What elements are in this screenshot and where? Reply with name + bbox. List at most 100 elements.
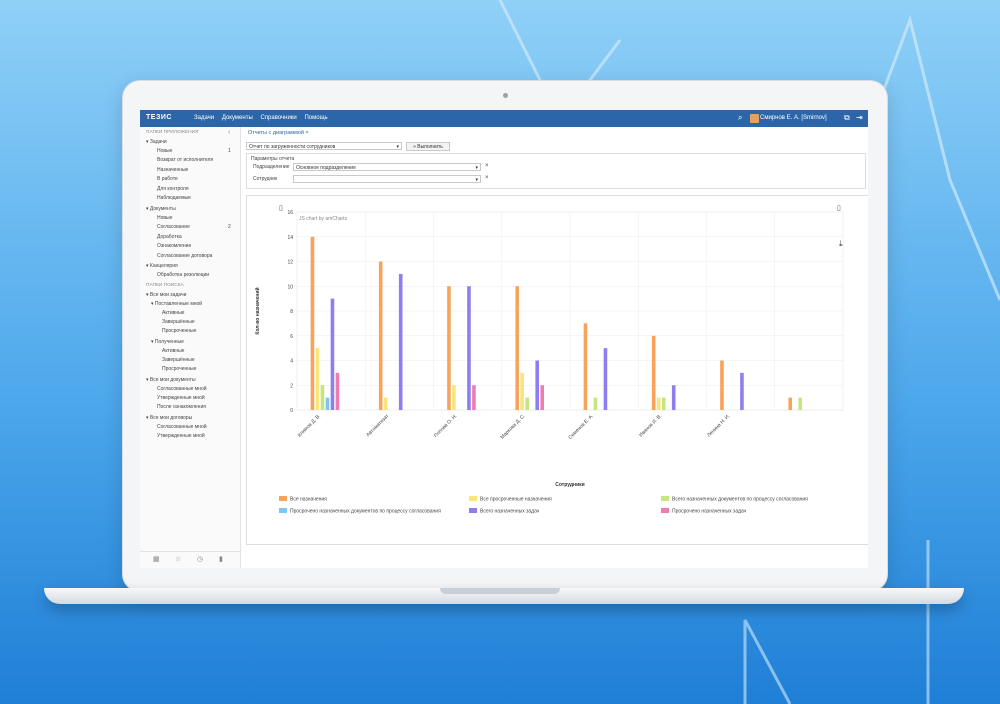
bar-4-2 <box>593 397 598 410</box>
recv-item-active[interactable]: Активные <box>162 348 185 354</box>
chevron-down-icon: ▾ <box>475 165 478 171</box>
legend-label-0: Все назначения <box>290 497 327 503</box>
task-item-0[interactable]: Новые <box>157 148 173 154</box>
legend-label-5: Просрочено назначенных задач <box>672 509 747 515</box>
folder-tasks[interactable]: ▾ Задачи <box>146 139 167 145</box>
doc-item-0[interactable]: Новые <box>157 215 173 221</box>
bar-3-5 <box>540 385 544 410</box>
bar-3-0 <box>515 286 519 410</box>
y-tick-label-1: 2 <box>290 383 293 389</box>
chart-credit: JS chart by amCharts <box>299 216 348 222</box>
section-app-folders: ПАПКИ ПРИЛОЖЕНИЯ <box>146 130 199 135</box>
menu-item-tasks[interactable]: Задачи <box>194 115 215 121</box>
emp-clear-icon[interactable]: × <box>485 175 489 181</box>
x-tick-label-0: Климов Д. В. <box>297 413 322 438</box>
doc-item-1[interactable]: Согласование <box>157 224 190 231</box>
bar-3-1 <box>520 372 524 410</box>
bar-0-0 <box>310 236 315 410</box>
bar-0-5 <box>335 372 340 410</box>
legend-swatch-0 <box>279 496 287 501</box>
bar-3-4 <box>535 360 539 410</box>
user-name[interactable]: Смирнов Е. А. [Smirnov] <box>760 115 827 121</box>
task-item-5[interactable]: Наблюдаемые <box>157 195 191 201</box>
doc-item-4[interactable]: Согласование договора <box>157 252 213 259</box>
calendar-icon[interactable]: ▦ <box>153 556 160 563</box>
docs-item-confirmed[interactable]: Утвержденные мной <box>157 395 205 401</box>
doc-item-3[interactable]: Ознакомление <box>157 243 192 250</box>
task-item-4[interactable]: Для контроля <box>157 185 189 192</box>
task-item-1[interactable]: Возврат от исполнителя <box>157 157 214 164</box>
run-button[interactable]: » Выполнить <box>406 142 450 151</box>
folder-received[interactable]: ▾ Полученные <box>151 339 184 345</box>
tab-close-icon[interactable]: × <box>305 130 309 136</box>
doc-item-2[interactable]: Доработка <box>157 233 182 240</box>
bar-7-0 <box>788 397 792 410</box>
bar-0-4 <box>330 298 335 410</box>
chart-icon[interactable]: ▮ <box>219 556 223 563</box>
main-panel: Отчеты с диаграммой × Отчет по загруженн… <box>240 127 868 568</box>
chevron-down-icon: ▾ <box>475 177 478 183</box>
recv-item-completed[interactable]: Завершённые <box>162 357 195 363</box>
menu-item-documents[interactable]: Документы <box>221 115 253 121</box>
y-tick-label-7: 14 <box>287 235 293 241</box>
y-axis-label: Кол-во назначений <box>254 287 261 334</box>
dept-clear-icon[interactable]: × <box>485 163 489 169</box>
bar-1-1 <box>383 397 388 410</box>
docs-item-approved[interactable]: Согласованные мной <box>157 386 207 392</box>
history-icon[interactable]: ◷ <box>197 556 204 563</box>
folder-all-tasks[interactable]: ▾ Все мои задачи <box>146 292 187 298</box>
office-item-resolution[interactable]: Обработка резолюции <box>157 272 210 278</box>
set-item-active[interactable]: Активные <box>162 310 185 316</box>
report-select[interactable]: Отчет по загруженности сотрудников ▾ <box>246 142 402 150</box>
folder-documents[interactable]: ▾ Документы <box>146 206 176 212</box>
logout-icon[interactable]: ⇥ <box>856 113 863 122</box>
new-window-icon[interactable]: ⧉ <box>844 113 850 122</box>
legend-swatch-5 <box>661 508 669 513</box>
sidebar: ПАПКИ ПРИЛОЖЕНИЯ ‹ ▾ Задачи Новые 1 Возвра… <box>140 127 241 568</box>
folder-all-contracts[interactable]: ▾ Все мои договоры <box>146 415 193 421</box>
y-tick-label-3: 6 <box>290 334 293 340</box>
y-tick-label-2: 4 <box>290 359 293 365</box>
search-icon[interactable]: ⌕ <box>738 113 743 122</box>
emp-label: Сотрудник <box>253 176 278 182</box>
legend-swatch-1 <box>469 496 477 501</box>
bar-0-1 <box>315 348 320 410</box>
contract-item-confirmed[interactable]: Утвержденные мной <box>157 433 205 439</box>
x-tick-label-6: Ленина Н. И. <box>706 413 731 438</box>
camera-icon <box>503 93 508 98</box>
dept-label: Подразделение <box>253 164 290 170</box>
tab-charts-report[interactable]: Отчеты с диаграммой × <box>248 130 309 136</box>
doc-item-count-1: 2 <box>228 224 231 231</box>
folder-office[interactable]: ▾ Канцелярия <box>146 263 178 269</box>
set-item-completed[interactable]: Завершённые <box>162 319 195 325</box>
bar-6-4 <box>740 372 744 410</box>
legend-label-4: Всего назначенных задач <box>480 509 540 515</box>
legend-label-2: Всего назначенных документов по процессу… <box>672 497 808 503</box>
download-icon: ⤓ <box>839 239 843 248</box>
x-tick-label-5: Иванов И. В. <box>638 413 663 438</box>
emp-field[interactable]: ▾ <box>293 175 481 183</box>
app-screen: ТЕЗИС Задачи Документы Справочники Помощ… <box>140 110 868 568</box>
menu-item-references[interactable]: Справочники <box>260 115 297 121</box>
folder-set-by-me[interactable]: ▾ Поставленные мной <box>151 301 203 307</box>
folder-all-docs[interactable]: ▾ Все мои документы <box>146 377 196 383</box>
collapse-icon[interactable]: ‹ <box>228 129 231 136</box>
y-tick-label-6: 12 <box>287 260 293 266</box>
task-item-2[interactable]: Назначенные <box>157 166 189 173</box>
task-item-count-0: 1 <box>228 148 231 154</box>
set-item-overdue[interactable]: Просроченные <box>162 328 197 334</box>
contract-item-approved[interactable]: Согласованные мной <box>157 424 207 430</box>
bar-2-4 <box>467 286 471 410</box>
dept-field[interactable]: Основное подразделение ▾ <box>293 163 481 171</box>
task-item-3[interactable]: В работе <box>157 176 178 183</box>
legend-swatch-4 <box>469 508 477 513</box>
docs-item-after-review[interactable]: После ознакомления <box>157 404 206 410</box>
laptop-notch <box>440 588 560 594</box>
x-tick-label-4: Семенов Е. А. <box>567 413 595 441</box>
recv-item-overdue[interactable]: Просроченные <box>162 366 197 372</box>
legend-label-3: Просрочено назначенных документов по про… <box>290 509 441 515</box>
bar-chart: JS chart by amCharts ▯ ▯ ⤓ 0 2 4 6 8 10 12 14 16 Кол-… <box>254 205 844 515</box>
menu-item-help[interactable]: Помощь <box>304 115 328 121</box>
star-icon[interactable]: ☆ <box>175 556 182 563</box>
app-logo[interactable]: ТЕЗИС <box>146 114 172 121</box>
